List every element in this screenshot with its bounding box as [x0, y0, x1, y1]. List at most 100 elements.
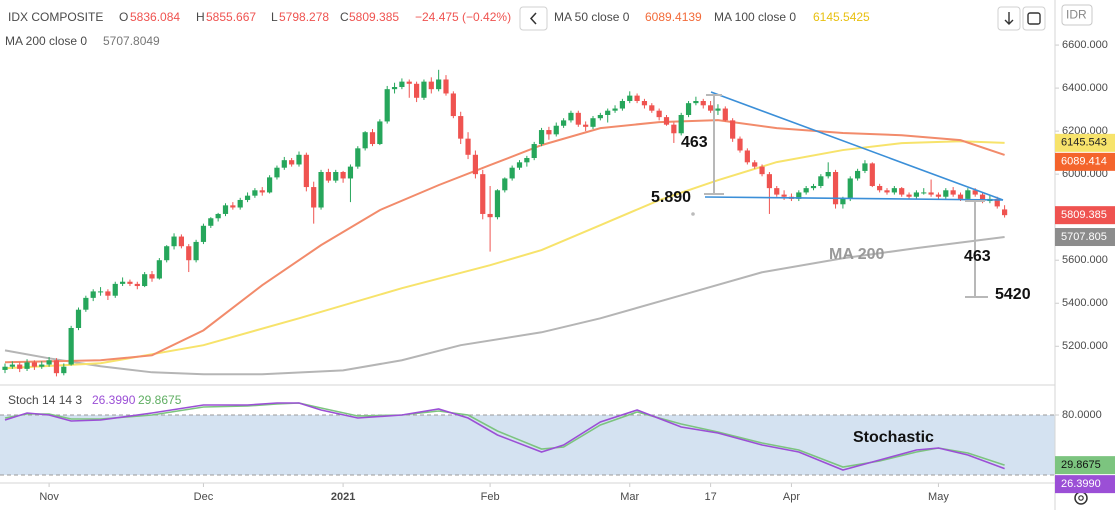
trend-line	[710, 91, 1004, 201]
candle-body	[855, 170, 861, 179]
x-tick-label: Dec	[194, 491, 214, 503]
price-label: 6145.543	[1061, 137, 1107, 149]
candle-body	[634, 95, 640, 101]
candle-body	[458, 116, 464, 139]
candle-body	[171, 236, 177, 247]
candle-body	[399, 81, 405, 88]
legend-name: MA 200 close 0	[5, 34, 87, 48]
candle-body	[31, 362, 37, 367]
legend-value: 5707.8049	[103, 34, 160, 48]
candle-body	[913, 192, 919, 197]
candle-body	[538, 130, 545, 145]
candle-body	[575, 112, 581, 125]
price-label: 29.8675	[1061, 459, 1101, 471]
price-label: 5809.385	[1061, 209, 1107, 221]
candle-body	[957, 194, 964, 199]
currency-button[interactable]	[1061, 4, 1093, 26]
candle-body	[619, 101, 625, 109]
candle-body	[46, 360, 52, 365]
candle-body	[347, 166, 354, 179]
candle-body	[406, 81, 412, 84]
candle-body	[318, 172, 324, 208]
annotation: 5420	[995, 286, 1031, 303]
legend-name: MA 50 close 0	[554, 10, 630, 24]
candle-body	[524, 158, 530, 163]
candle-body	[722, 108, 728, 121]
candle-body	[627, 95, 633, 101]
candle-body	[825, 172, 831, 177]
candle-body	[156, 260, 162, 279]
candle-body	[289, 160, 295, 165]
candle-body	[605, 110, 611, 115]
candle-body	[561, 120, 567, 126]
legend-name: MA 100 close 0	[714, 10, 796, 24]
candle-body	[950, 190, 956, 195]
candle-body	[9, 364, 15, 367]
candle-body	[730, 120, 736, 139]
annotation: 5.890	[651, 189, 691, 206]
collapse-button[interactable]	[519, 6, 548, 31]
candle-body	[355, 148, 361, 167]
candle-body	[450, 93, 456, 117]
candle-body	[325, 172, 331, 181]
line	[4, 402, 1005, 471]
candle-body	[443, 79, 449, 94]
price-label-box	[1055, 206, 1115, 225]
candle-body	[75, 309, 82, 328]
candle-body	[97, 291, 104, 293]
candle-body	[149, 274, 155, 279]
candle-body	[943, 190, 949, 197]
x-tick-label: Apr	[783, 491, 800, 503]
candle-body	[553, 125, 559, 135]
ohlc-value: 5855.667	[206, 10, 256, 24]
candle-body	[68, 327, 74, 365]
collapse-icon	[529, 12, 537, 25]
price-label: 6089.414	[1061, 156, 1107, 168]
candle-body	[891, 188, 897, 193]
price-label-box	[1055, 152, 1115, 171]
candle-body	[877, 185, 883, 191]
candle-body	[656, 110, 662, 118]
candle-body	[796, 192, 802, 199]
candle-body	[921, 192, 927, 194]
line	[4, 140, 1005, 370]
candle-body	[737, 138, 743, 151]
price-label: 26.3990	[1061, 478, 1101, 490]
annotation: Stochastic	[853, 429, 934, 446]
candle-body	[303, 154, 309, 188]
candle-body	[994, 198, 1000, 207]
candle-body	[465, 138, 471, 155]
candle-body	[818, 176, 824, 186]
marker-dot	[691, 212, 695, 216]
candle-body	[39, 364, 45, 367]
candle-body	[641, 101, 648, 106]
candle-body	[693, 101, 699, 104]
candle-body	[112, 283, 118, 296]
candle-body	[840, 198, 846, 205]
candle-body	[384, 89, 390, 122]
candle-body	[847, 178, 853, 199]
legend-value: 6145.5425	[813, 10, 870, 24]
change: −24.475 (−0.42%)	[415, 10, 511, 24]
candle-body	[391, 87, 398, 90]
candle-body	[200, 225, 207, 242]
fullscreen-button[interactable]	[1022, 6, 1046, 31]
x-tick-label: 17	[704, 491, 716, 503]
candle-body	[759, 166, 765, 175]
candle-body	[127, 281, 133, 284]
candle-body	[869, 163, 875, 186]
price-label-box	[1055, 228, 1115, 247]
indicator-value: 29.8675	[138, 393, 182, 407]
candle-body	[333, 172, 339, 181]
candle-body	[178, 236, 184, 247]
measure-1	[704, 94, 724, 195]
candle-body	[17, 364, 23, 369]
y-tick-label: 5400.000	[1062, 297, 1108, 309]
ohlc-label: H	[196, 10, 205, 24]
candle-body	[340, 172, 346, 179]
candle-body	[90, 291, 96, 298]
candle-body	[281, 160, 287, 168]
y-tick-label: 5600.000	[1062, 254, 1108, 266]
